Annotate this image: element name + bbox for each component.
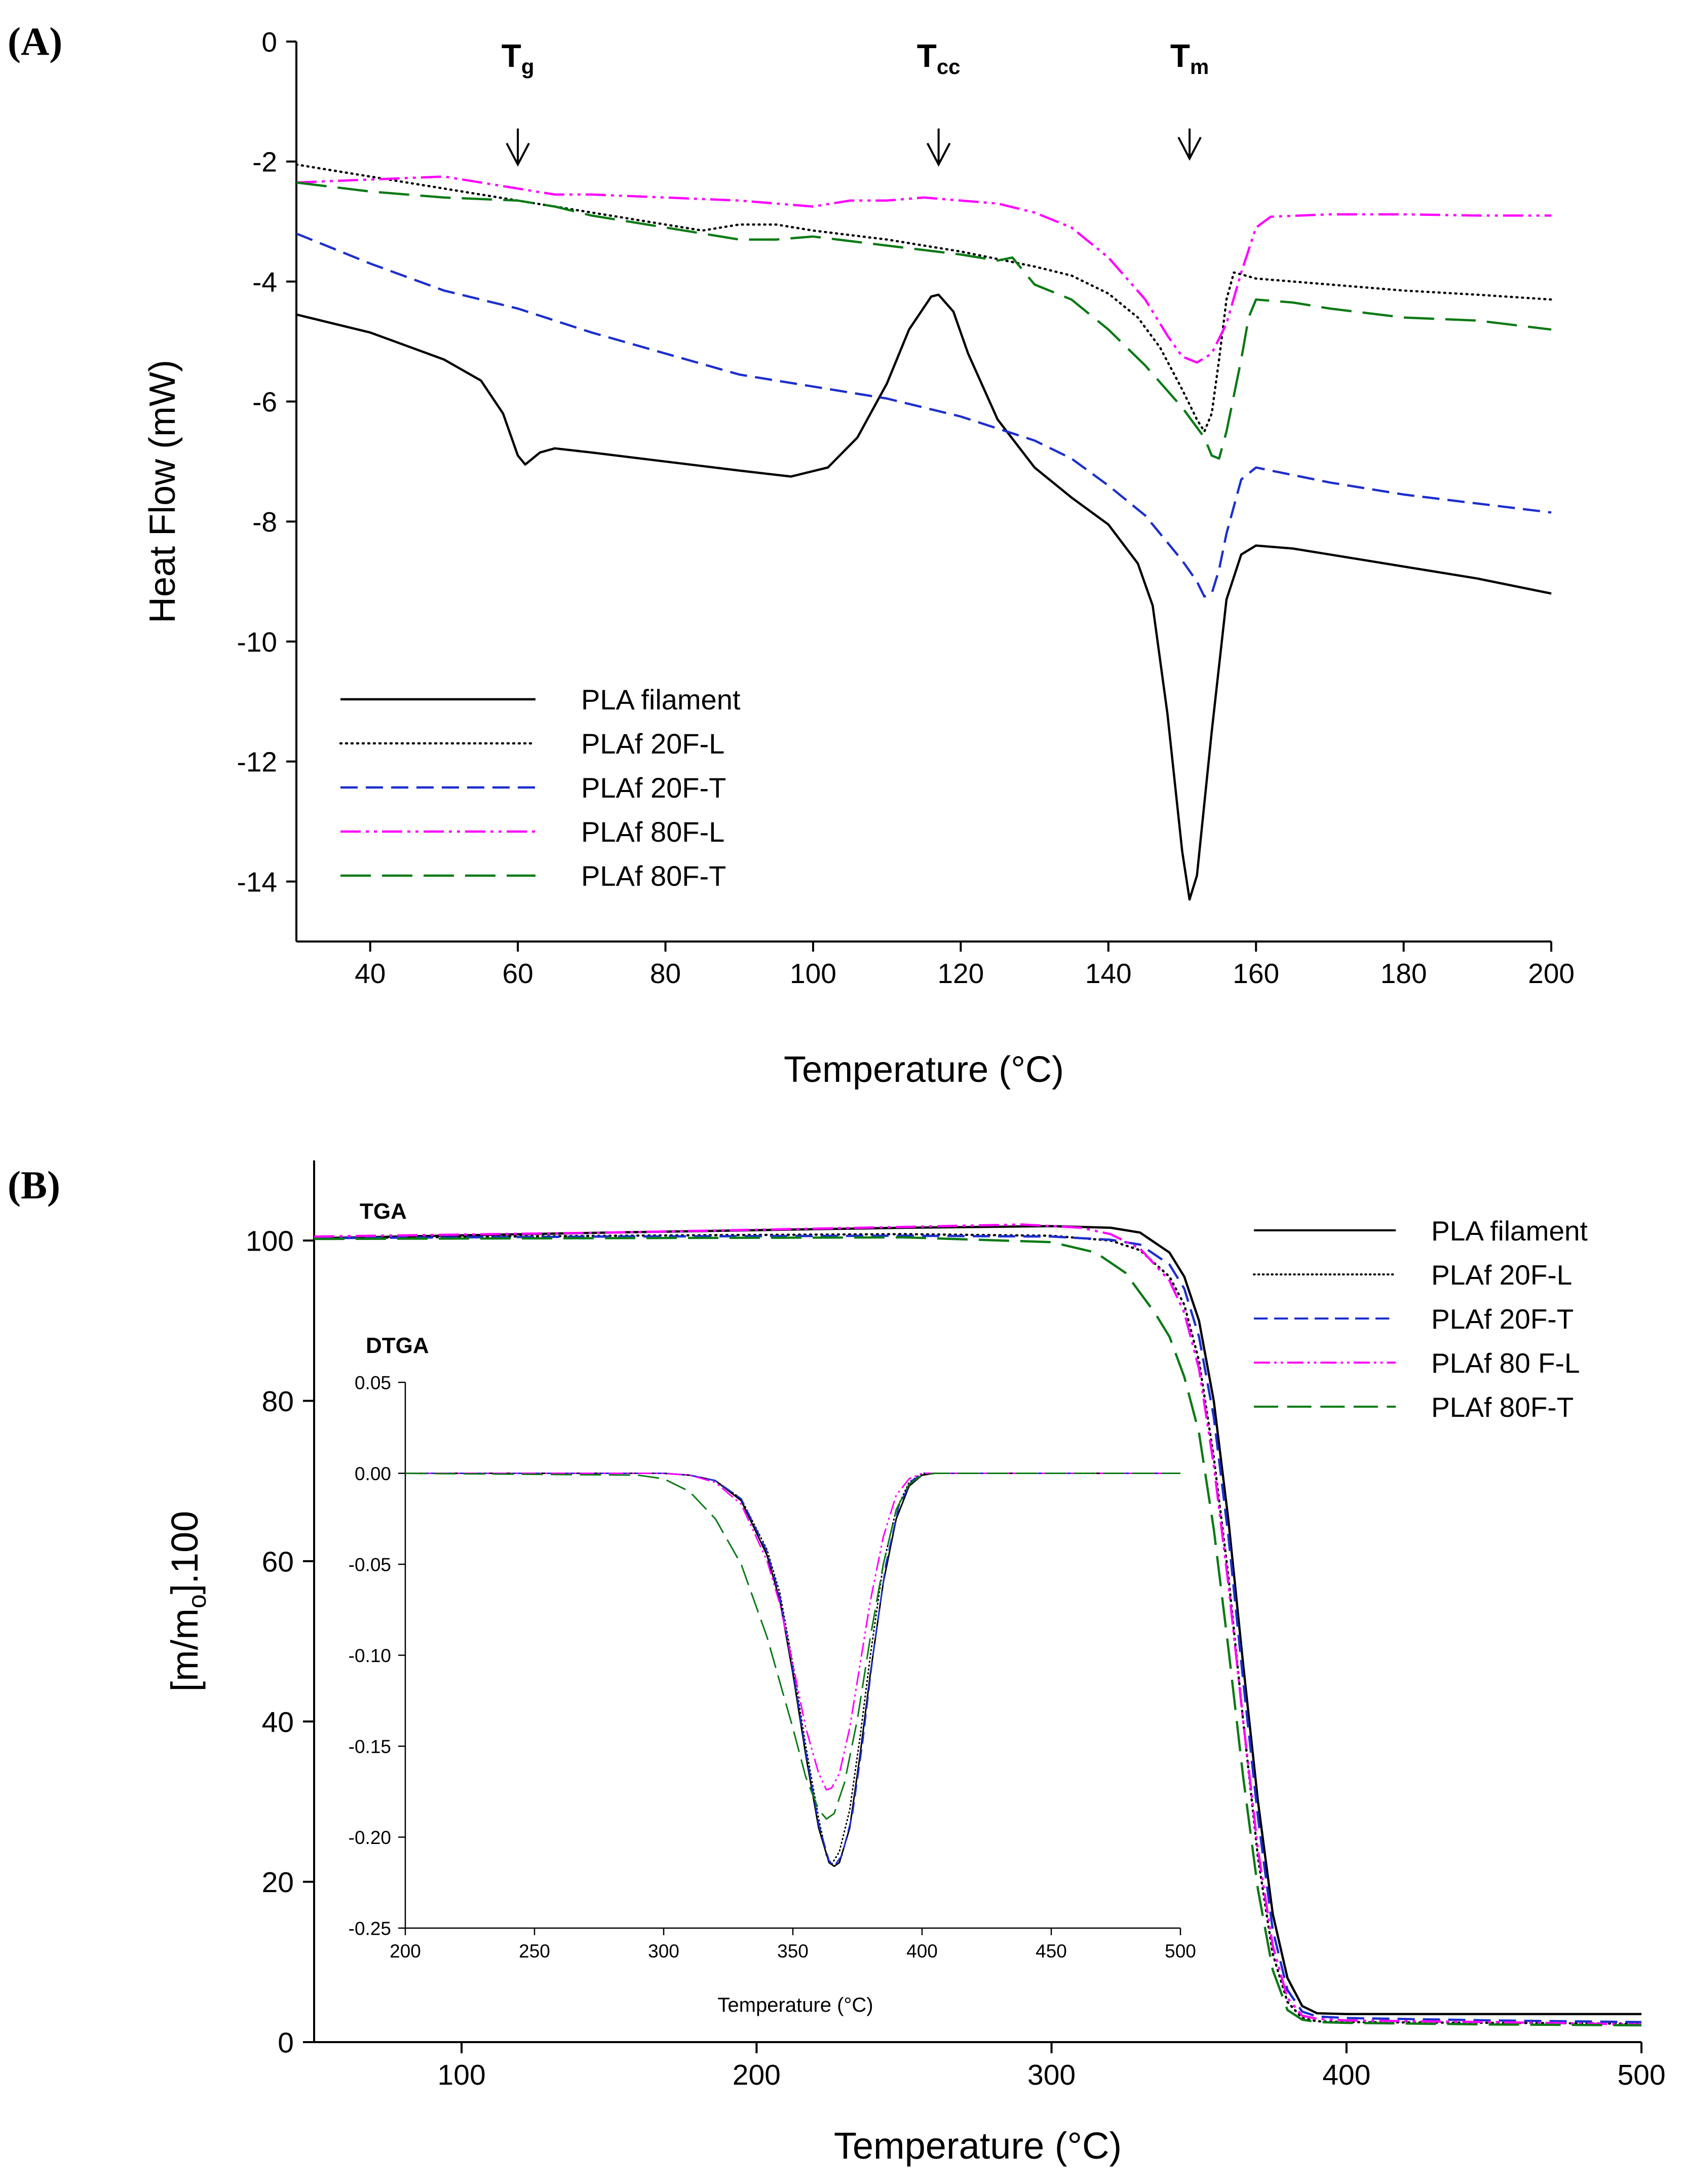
x-tick-label: 350 bbox=[777, 1941, 809, 1962]
x-tick-label: 450 bbox=[1036, 1941, 1067, 1962]
y-tick-label: -6 bbox=[252, 386, 277, 418]
y-tick-label: -14 bbox=[237, 866, 278, 897]
annotation-arrowhead bbox=[926, 142, 951, 167]
y-tick-label: -2 bbox=[252, 146, 277, 178]
y-tick-label: 100 bbox=[246, 1225, 294, 1258]
legend-label: PLAf 20F-T bbox=[581, 772, 726, 804]
legend-label: PLA filament bbox=[581, 684, 741, 716]
x-tick-label: 400 bbox=[906, 1941, 938, 1962]
x-tick-label: 300 bbox=[648, 1941, 679, 1962]
y-tick-label: -12 bbox=[237, 746, 278, 778]
annotation-label: Tcc bbox=[917, 37, 961, 79]
y-axis-title: [m/mo].100 bbox=[164, 1511, 211, 1692]
series-line-plaf-20f-t bbox=[314, 1234, 1641, 2023]
x-tick-label: 250 bbox=[519, 1941, 550, 1962]
series-line-plaf-80-f-l bbox=[405, 1473, 1180, 1791]
legend-label: PLAf 20F-L bbox=[1431, 1259, 1572, 1291]
x-tick-label: 40 bbox=[355, 958, 386, 989]
y-tick-label: 0.00 bbox=[355, 1463, 391, 1484]
series-line-plaf-80f-t bbox=[296, 181, 1552, 460]
x-tick-label: 500 bbox=[1617, 2059, 1665, 2091]
series-line-plaf-80f-l bbox=[296, 175, 1551, 364]
x-tick-label: 200 bbox=[1528, 958, 1575, 989]
inset-x-axis-title: Temperature (°C) bbox=[717, 1994, 873, 2016]
x-axis-title: Temperature (°C) bbox=[784, 1049, 1064, 1090]
legend-label: PLAf 80F-L bbox=[581, 816, 724, 848]
series-line-plaf-80-f-l bbox=[314, 1223, 1641, 2026]
chart-b: 100 200 300 400 500 0 20 40 60 80 100 Temperature (… bbox=[164, 1160, 1666, 2167]
x-tick-label: 400 bbox=[1322, 2059, 1370, 2091]
series-line-plaf-20f-t bbox=[405, 1473, 1180, 1867]
inset-title: DTGA bbox=[366, 1333, 429, 1358]
y-tick-label: 0 bbox=[261, 26, 277, 58]
legend-label: PLAf 80F-T bbox=[1431, 1391, 1574, 1423]
x-tick-label: 200 bbox=[733, 2059, 781, 2091]
panel-a-label: (A) bbox=[8, 19, 62, 63]
y-tick-label: 80 bbox=[262, 1385, 294, 1418]
y-tick-label: -10 bbox=[237, 626, 278, 658]
y-tick-label: 60 bbox=[262, 1546, 294, 1578]
annotation-label: Tm bbox=[1170, 37, 1209, 79]
x-tick-label: 100 bbox=[438, 2059, 486, 2091]
y-tick-label: 20 bbox=[262, 1866, 294, 1899]
x-tick-label: 200 bbox=[390, 1941, 421, 1962]
x-tick-label: 500 bbox=[1165, 1941, 1196, 1962]
y-tick-label: 40 bbox=[262, 1706, 294, 1739]
panel-b-label: (B) bbox=[8, 1163, 60, 1207]
legend-label: PLAf 80F-T bbox=[581, 860, 726, 892]
x-tick-label: 80 bbox=[650, 958, 681, 989]
y-tick-label: -8 bbox=[252, 506, 277, 538]
x-tick-label: 140 bbox=[1085, 958, 1132, 989]
y-tick-label: -4 bbox=[252, 266, 277, 297]
chart-b-inset: 200 250 300 350 400 450 500 0.05 0.00 -0.05 -0.10 -… bbox=[349, 1333, 1196, 2016]
series-line-plaf-80f-t bbox=[314, 1236, 1641, 2027]
y-tick-label: -0.05 bbox=[349, 1554, 391, 1575]
x-tick-label: 180 bbox=[1381, 958, 1427, 989]
y-tick-label: 0 bbox=[278, 2027, 294, 2059]
y-axis-title: Heat Flow (mW) bbox=[142, 360, 183, 623]
annotation-arrowhead bbox=[1177, 136, 1202, 161]
chart-a: 40 60 80 100 120 140 160 180 200 0 -2 -4 -6 -8 -10 -12 -… bbox=[142, 26, 1575, 1090]
series-line-plaf-80f-t bbox=[405, 1473, 1180, 1820]
annotation-arrowhead bbox=[506, 142, 530, 167]
x-axis-title: Temperature (°C) bbox=[834, 2125, 1122, 2167]
tga-label: TGA bbox=[360, 1199, 407, 1224]
x-tick-label: 120 bbox=[937, 958, 984, 989]
series-line-plaf-20f-l bbox=[296, 163, 1553, 433]
legend-label: PLA filament bbox=[1431, 1215, 1588, 1247]
x-tick-label: 160 bbox=[1233, 958, 1279, 989]
x-tick-label: 60 bbox=[503, 958, 533, 989]
y-tick-label: -0.25 bbox=[349, 1918, 391, 1939]
annotation-label: Tg bbox=[502, 37, 534, 79]
y-tick-label: -0.20 bbox=[349, 1827, 391, 1848]
x-tick-label: 300 bbox=[1027, 2059, 1076, 2091]
legend-label: PLAf 80 F-L bbox=[1431, 1347, 1580, 1379]
y-tick-label: -0.15 bbox=[349, 1736, 391, 1757]
legend-label: PLAf 20F-T bbox=[1431, 1303, 1574, 1335]
x-tick-label: 100 bbox=[790, 958, 836, 989]
series-line-plaf-20f-t bbox=[296, 232, 1552, 598]
series-line-pla-filament bbox=[296, 293, 1552, 901]
y-tick-label: 0.05 bbox=[355, 1372, 391, 1393]
series-line-pla-filament bbox=[314, 1225, 1641, 2015]
y-tick-label: -0.10 bbox=[349, 1645, 391, 1666]
legend-label: PLAf 20F-L bbox=[581, 728, 724, 760]
